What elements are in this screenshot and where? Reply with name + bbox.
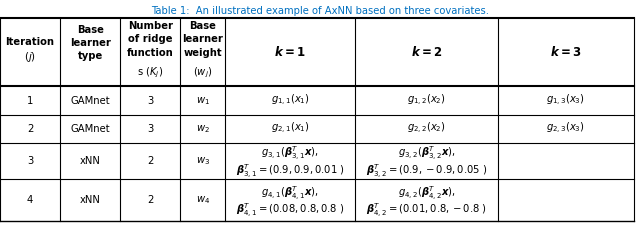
- Text: $g_{1,2}(x_2)$: $g_{1,2}(x_2)$: [407, 93, 446, 108]
- Text: $\boldsymbol{\beta}_{3,1}^T = (0.9, 0.9, 0.01\ )$: $\boldsymbol{\beta}_{3,1}^T = (0.9, 0.9,…: [236, 163, 345, 181]
- Text: $g_{3,1}(\boldsymbol{\beta}_{3,1}^T\boldsymbol{x}),$: $g_{3,1}(\boldsymbol{\beta}_{3,1}^T\bold…: [262, 145, 319, 164]
- Text: $g_{2,1}(x_1)$: $g_{2,1}(x_1)$: [271, 121, 310, 136]
- Text: $g_{1,3}(x_3)$: $g_{1,3}(x_3)$: [547, 93, 585, 108]
- Text: $w_3$: $w_3$: [196, 155, 210, 166]
- Text: $\mathit{(j)}$: $\mathit{(j)}$: [24, 50, 36, 64]
- Text: xNN: xNN: [80, 156, 100, 166]
- Text: Base
learner
weight: Base learner weight: [182, 21, 223, 58]
- Text: $\boldsymbol{\beta}_{3,2}^T = (0.9, -0.9, 0.05\ )$: $\boldsymbol{\beta}_{3,2}^T = (0.9, -0.9…: [366, 163, 487, 181]
- Text: Number
of ridge
function: Number of ridge function: [127, 21, 174, 58]
- Text: GAMnet: GAMnet: [70, 124, 110, 134]
- Text: s $\mathit{(K_j)}$: s $\mathit{(K_j)}$: [138, 66, 163, 80]
- Text: Iteration: Iteration: [6, 37, 54, 47]
- Text: 1: 1: [27, 96, 33, 106]
- Text: 3: 3: [147, 124, 154, 134]
- Text: $\boldsymbol{\beta}_{4,2}^T = (0.01, 0.8, -0.8\ )$: $\boldsymbol{\beta}_{4,2}^T = (0.01, 0.8…: [366, 202, 487, 220]
- Text: $\boldsymbol{k = 2}$: $\boldsymbol{k = 2}$: [411, 45, 442, 59]
- Text: 3: 3: [27, 156, 33, 166]
- Text: Table 1:  An illustrated example of AxNN based on three covariates.: Table 1: An illustrated example of AxNN …: [151, 6, 489, 16]
- Text: $\boldsymbol{k = 1}$: $\boldsymbol{k = 1}$: [275, 45, 306, 59]
- Text: 3: 3: [147, 96, 154, 106]
- Text: $g_{3,2}(\boldsymbol{\beta}_{3,2}^T\boldsymbol{x}),$: $g_{3,2}(\boldsymbol{\beta}_{3,2}^T\bold…: [398, 145, 455, 164]
- Text: $g_{2,3}(x_3)$: $g_{2,3}(x_3)$: [547, 121, 585, 136]
- Text: $g_{4,1}(\boldsymbol{\beta}_{4,1}^T\boldsymbol{x}),$: $g_{4,1}(\boldsymbol{\beta}_{4,1}^T\bold…: [262, 185, 319, 203]
- Text: $g_{1,1}(x_1)$: $g_{1,1}(x_1)$: [271, 93, 310, 108]
- Text: $\boldsymbol{k = 3}$: $\boldsymbol{k = 3}$: [550, 45, 582, 59]
- Text: $\mathit{(w_j)}$: $\mathit{(w_j)}$: [193, 66, 212, 80]
- Text: $g_{4,2}(\boldsymbol{\beta}_{4,2}^T\boldsymbol{x}),$: $g_{4,2}(\boldsymbol{\beta}_{4,2}^T\bold…: [398, 185, 455, 203]
- Text: $w_1$: $w_1$: [196, 95, 210, 106]
- Text: 4: 4: [27, 195, 33, 205]
- Text: 2: 2: [147, 195, 154, 205]
- Text: $w_4$: $w_4$: [196, 194, 210, 206]
- Text: 2: 2: [147, 156, 154, 166]
- Text: $g_{2,2}(x_2)$: $g_{2,2}(x_2)$: [407, 121, 446, 136]
- Text: $\boldsymbol{\beta}_{4,1}^T = (0.08, 0.8, 0.8\ )$: $\boldsymbol{\beta}_{4,1}^T = (0.08, 0.8…: [236, 202, 344, 220]
- Text: 2: 2: [27, 124, 33, 134]
- Text: xNN: xNN: [80, 195, 100, 205]
- Text: $w_2$: $w_2$: [196, 123, 210, 135]
- Text: GAMnet: GAMnet: [70, 96, 110, 106]
- Text: Base
learner
type: Base learner type: [70, 25, 111, 61]
